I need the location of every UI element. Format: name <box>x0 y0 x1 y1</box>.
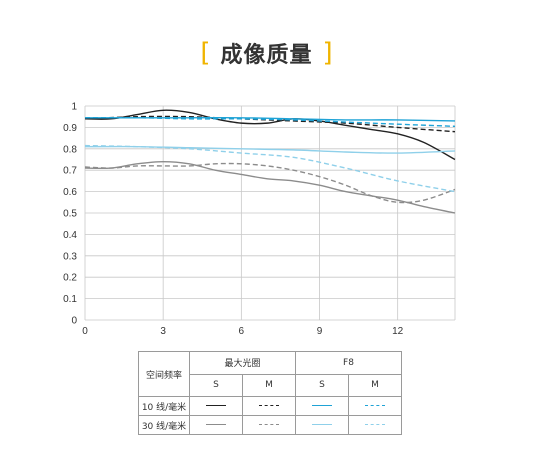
y-tick-label: 0.3 <box>63 251 77 262</box>
legend-line-10-max-s <box>206 405 226 406</box>
title-bracket-close: ] <box>322 38 333 68</box>
grid <box>84 105 456 321</box>
x-tick-label: 12 <box>392 326 404 337</box>
series-line-2 <box>84 115 456 133</box>
legend-line-10-f8-s <box>312 405 332 406</box>
legend-swatch <box>295 396 349 416</box>
series-line-7 <box>84 145 456 154</box>
legend-row-30lines: 30 线/毫米 <box>138 415 190 435</box>
section-title: [ 成像质量 ] <box>0 36 533 70</box>
legend-group-f8: F8 <box>295 351 402 375</box>
y-tick-label: 0.5 <box>63 209 77 220</box>
y-tick-label: 1 <box>71 102 77 113</box>
mtf-chart: 0 0.1 0.2 0.3 0.4 0.5 0.6 0.7 0.8 0.9 1 0 3 6 9 12 <box>63 102 456 338</box>
legend-swatch <box>295 415 349 435</box>
y-tick-label: 0.1 <box>63 294 77 305</box>
legend-sub-s: S <box>189 373 243 397</box>
series-line-8 <box>84 144 456 193</box>
series-line-1 <box>84 109 456 161</box>
legend-swatch <box>348 415 402 435</box>
legend-swatch <box>189 415 243 435</box>
y-tick-label: 0.6 <box>63 187 77 198</box>
axis-ticks: 0 0.1 0.2 0.3 0.4 0.5 0.6 0.7 0.8 0.9 1 0 3 6 9 12 <box>63 102 404 338</box>
y-tick-label: 0 <box>71 316 77 327</box>
legend-table: 空间频率 最大光圈 F8 S M S M 10 线/毫米 30 线/毫米 <box>138 351 402 435</box>
legend-line-30-f8-s <box>312 424 332 425</box>
legend-row-10lines: 10 线/毫米 <box>138 396 190 416</box>
x-tick-label: 0 <box>82 326 88 337</box>
series-line-4 <box>84 116 456 128</box>
legend-line-30-f8-m <box>365 424 385 425</box>
x-tick-label: 3 <box>160 326 166 337</box>
legend-line-10-max-m <box>259 405 279 406</box>
y-tick-label: 0.2 <box>63 273 77 284</box>
y-tick-label: 0.8 <box>63 144 77 155</box>
title-bracket-open: [ <box>200 38 211 68</box>
title-text: 成像质量 <box>220 43 313 68</box>
legend-group-max-aperture: 最大光圈 <box>189 351 296 375</box>
y-tick-label: 0.4 <box>63 230 77 241</box>
legend-header-spatial-frequency: 空间频率 <box>138 351 190 397</box>
legend-swatch <box>348 396 402 416</box>
y-tick-label: 0.7 <box>63 166 77 177</box>
x-tick-label: 6 <box>239 326 245 337</box>
series-line-6 <box>84 162 456 204</box>
series-lines <box>84 109 456 214</box>
legend-swatch <box>189 396 243 416</box>
legend-line-10-f8-m <box>365 405 385 406</box>
legend-line-30-max-m <box>259 424 279 425</box>
series-line-5 <box>84 160 456 214</box>
legend-line-30-max-s <box>206 424 226 425</box>
legend-swatch <box>242 415 296 435</box>
legend-sub-s: S <box>295 373 349 397</box>
x-tick-label: 9 <box>317 326 323 337</box>
legend-swatch <box>242 396 296 416</box>
legend-sub-m: M <box>348 373 402 397</box>
y-tick-label: 0.9 <box>63 123 77 134</box>
legend-sub-m: M <box>242 373 296 397</box>
